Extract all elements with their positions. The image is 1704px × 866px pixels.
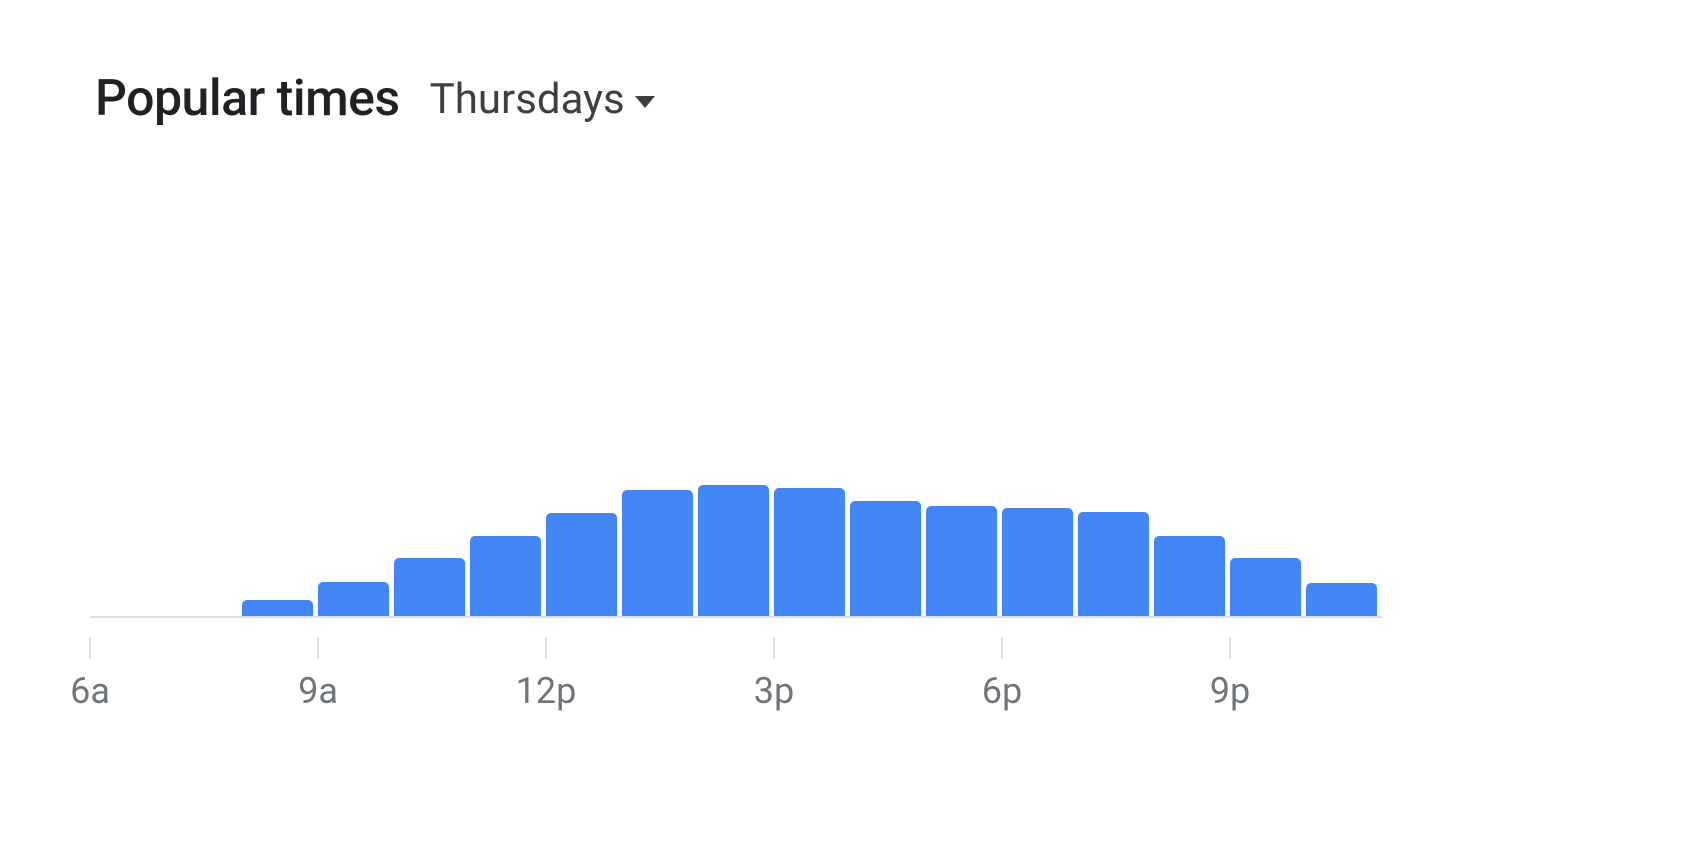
bar-8p[interactable] — [1154, 536, 1225, 618]
bar-4p[interactable] — [850, 501, 921, 618]
tick-mark — [89, 638, 91, 658]
selected-day-label: Thursdays — [430, 75, 625, 124]
x-tick-label: 6p — [982, 670, 1022, 712]
x-tick-label: 9p — [1210, 670, 1250, 712]
bar-5p[interactable] — [926, 506, 997, 618]
popular-times-widget: Popular times Thursdays 6a9a12p3p6p9p — [0, 0, 1704, 738]
tick-mark — [1229, 638, 1231, 658]
day-dropdown[interactable]: Thursdays — [430, 75, 655, 124]
bar-2p[interactable] — [698, 485, 769, 618]
tick-mark — [545, 638, 547, 658]
bar-6p[interactable] — [1002, 508, 1073, 618]
chevron-down-icon — [635, 96, 655, 108]
section-title: Popular times — [95, 70, 400, 128]
bar-3p[interactable] — [774, 488, 845, 618]
x-tick-label: 9a — [298, 670, 338, 712]
bar-10p[interactable] — [1306, 583, 1377, 618]
header: Popular times Thursdays — [95, 70, 1609, 128]
bar-7p[interactable] — [1078, 512, 1149, 618]
x-tick-label: 12p — [516, 670, 577, 712]
x-tick-label: 3p — [754, 670, 794, 712]
bar-10a[interactable] — [394, 558, 465, 618]
tick-mark — [1001, 638, 1003, 658]
tick-mark — [773, 638, 775, 658]
bar-11a[interactable] — [470, 536, 541, 618]
tick-mark — [317, 638, 319, 658]
bar-12p[interactable] — [546, 513, 617, 618]
bar-9a[interactable] — [318, 582, 389, 618]
x-tick-label: 6a — [70, 670, 110, 712]
bar-1p[interactable] — [622, 490, 693, 618]
bar-9p[interactable] — [1230, 558, 1301, 618]
popular-times-chart: 6a9a12p3p6p9p — [90, 168, 1410, 668]
chart-baseline — [90, 616, 1382, 618]
